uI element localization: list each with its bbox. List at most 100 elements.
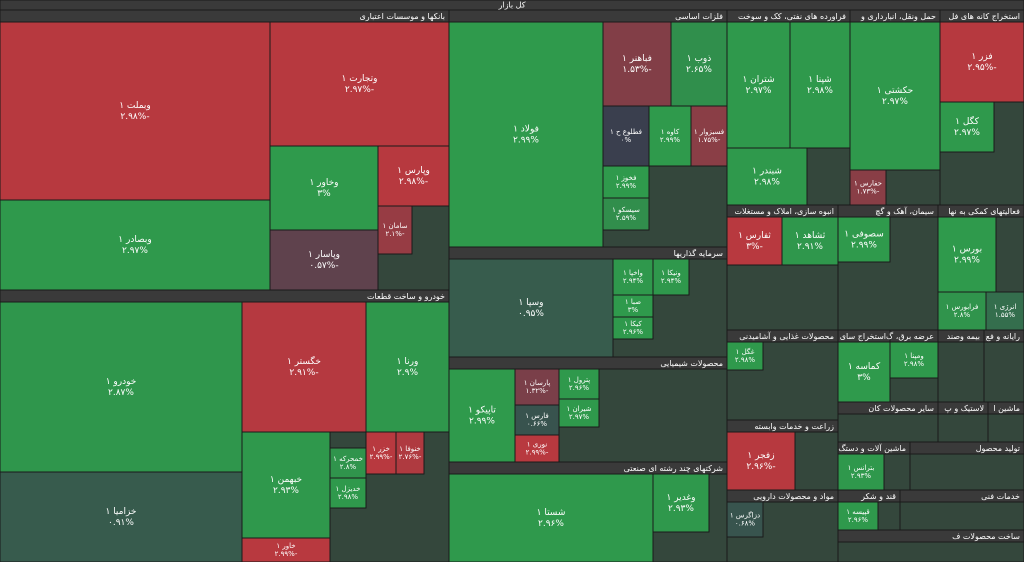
- tile-name: سصوفی ۱: [844, 230, 884, 240]
- sector-name: محصولات غذایی و آشامیدنی: [739, 331, 834, 341]
- chart-title: کل بازار: [497, 1, 525, 10]
- sector-name: استخراج سای: [840, 332, 886, 341]
- sector-header: [909, 441, 1024, 455]
- tile: [602, 105, 650, 167]
- sector-name: فعالیتهای کمکی به نها: [948, 207, 1020, 216]
- tile-name: کماسه ۱: [848, 362, 881, 372]
- tile: [837, 453, 885, 491]
- tile-name: پترول ۱: [568, 376, 590, 384]
- tile-name: وپارس ۱: [397, 166, 430, 176]
- sector-name: بیمه وصند: [947, 332, 980, 341]
- tile-name: فولاد ۱: [513, 125, 539, 135]
- tile-value: -۲.۹۵%: [967, 63, 996, 73]
- tile-value: ۳%: [628, 306, 639, 314]
- tile-name: غگل ۱: [736, 347, 755, 356]
- sector-name: شرکتهای چند رشته ای صنعتی: [624, 464, 724, 473]
- tile: [448, 258, 614, 358]
- sector-name: تولید محصول: [976, 444, 1020, 453]
- sector-name: ماشین ا: [993, 404, 1020, 413]
- tile-value: -۱.۷۳%: [857, 188, 880, 196]
- tile: [365, 431, 397, 475]
- tile-name: ورنا ۱: [397, 357, 419, 367]
- tile-name: بترانس ۱: [848, 464, 875, 472]
- tile-value: -۱.۵۳%: [622, 65, 651, 75]
- tile: [939, 101, 995, 153]
- tile-value: ۲.۹۴%: [623, 277, 644, 285]
- sector-name: رایانه و فع: [986, 332, 1020, 341]
- tile-value: ۱.۵۵%: [995, 311, 1016, 319]
- sector-name: ماشین آلات و دستگ: [838, 443, 906, 453]
- tile: [837, 216, 891, 263]
- tile: [448, 21, 604, 248]
- tile: [837, 341, 891, 403]
- tile: [837, 501, 879, 531]
- tile-name: شستا ۱: [537, 508, 566, 518]
- tile-name: وپاسار ۱: [308, 250, 340, 260]
- tile-name: وخاور ۱: [309, 178, 338, 188]
- tile-name: شتران ۱: [742, 75, 774, 85]
- tile-value: ۳%: [857, 373, 871, 383]
- tile-value: ۲.۹۳%: [851, 472, 872, 480]
- tile-value: ۲.۹۷%: [954, 128, 980, 138]
- sector-name: لاستیک و پ: [944, 404, 984, 413]
- tile: [670, 21, 728, 107]
- sector-name: مواد و محصولات دارویی: [753, 492, 834, 501]
- tile-name: حکشتی ۱: [877, 86, 913, 96]
- tile-value: -۱.۷۵%: [698, 136, 721, 144]
- tile-name: ثفارس ۱: [738, 231, 771, 241]
- tile-value: ۲.۵۹%: [616, 214, 637, 222]
- tile: [726, 147, 808, 206]
- tile-name: دزاگرس ۱: [730, 510, 760, 519]
- tile-value: -۲.۹۹%: [370, 453, 393, 461]
- tile: [726, 341, 764, 371]
- sector-name: محصولات شیمیایی: [660, 359, 723, 368]
- sector-name: عرضه برق، گ: [886, 331, 934, 341]
- tile: [514, 368, 560, 406]
- tile-value: ۳%: [317, 189, 331, 199]
- sector-name: فلزات اساسی: [675, 12, 723, 21]
- tile-name: فباهنر ۱: [622, 54, 652, 64]
- tile: [514, 434, 560, 463]
- tile-name: زفجر ۱: [747, 451, 774, 461]
- tile-name: نوری ۱: [527, 440, 547, 448]
- tile: [377, 205, 413, 255]
- tile: [690, 105, 728, 167]
- tile-value: ۰%: [621, 136, 632, 144]
- tile-value: ۲.۹۶%: [569, 384, 590, 392]
- tile-name: فارس ۱: [525, 412, 548, 420]
- tile-name: خنوفا ۱: [399, 445, 421, 453]
- tile-name: وبصادر ۱: [118, 235, 151, 245]
- tile-value: -۲.۹۷%: [345, 85, 374, 95]
- tile: [889, 341, 939, 379]
- tile-value: ۲.۹۳%: [273, 486, 299, 496]
- tile-value: -۲.۹۸%: [120, 112, 149, 122]
- tile-name: تاپیکو ۱: [468, 406, 496, 416]
- tile-value: ۰.۹۵%: [518, 309, 544, 319]
- tile: [937, 291, 987, 331]
- tile-value: ۲.۹۸%: [904, 360, 925, 368]
- tile-name: شیران ۱: [567, 405, 592, 413]
- tile-value: ۰.۶۶%: [527, 420, 548, 428]
- tile-name: خمحرکه ۱: [333, 455, 363, 463]
- tile: [939, 21, 1024, 103]
- tile: [241, 301, 367, 433]
- tile-value: ۲.۹۹%: [513, 135, 539, 145]
- tile-name: پارسان ۱: [524, 379, 551, 387]
- tile-value: -۲.۱%: [386, 230, 405, 238]
- tile-value: ۲.۹۱%: [797, 242, 823, 252]
- tile-value: ۰.۶۸%: [735, 520, 756, 528]
- tile-value: ۲.۹۸%: [735, 356, 756, 364]
- tile-value: -۲.۹۸%: [399, 177, 428, 187]
- tile-name: سامان ۱: [382, 222, 407, 230]
- tile: [602, 197, 650, 231]
- tile: [269, 21, 450, 147]
- tile-name: وبملت ۱: [119, 101, 151, 111]
- tile: [652, 258, 690, 296]
- tile: [937, 216, 997, 293]
- tile-value: ۲.۹۷%: [746, 86, 772, 96]
- tile: [558, 398, 600, 428]
- tile: [329, 477, 367, 509]
- tile: [985, 291, 1024, 331]
- tile: [849, 21, 941, 171]
